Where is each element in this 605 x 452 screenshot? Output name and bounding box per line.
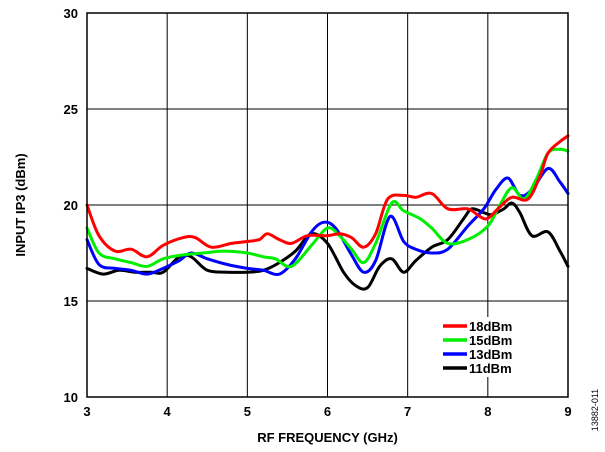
y-tick-label: 25 bbox=[64, 102, 78, 117]
plot-area bbox=[86, 12, 569, 398]
series-line-15dBm bbox=[85, 147, 570, 269]
legend-label: 11dBm bbox=[469, 361, 512, 376]
x-tick-label: 3 bbox=[83, 404, 90, 419]
legend-label: 13dBm bbox=[469, 347, 512, 362]
series-line-18dBm bbox=[85, 134, 570, 259]
y-tick-label: 10 bbox=[64, 390, 78, 405]
y-axis-label: INPUT IP3 (dBm) bbox=[13, 153, 28, 256]
legend-label: 15dBm bbox=[469, 333, 512, 348]
x-tick-label: 6 bbox=[324, 404, 331, 419]
y-tick-label: 20 bbox=[64, 198, 78, 213]
y-tick-label: 15 bbox=[64, 294, 78, 309]
figure-id: 13882-011 bbox=[590, 389, 600, 431]
y-tick-label: 30 bbox=[64, 6, 78, 21]
x-tick-label: 5 bbox=[244, 404, 251, 419]
x-tick-labels: 3 4 5 6 7 8 9 bbox=[83, 404, 571, 419]
x-tick-label: 7 bbox=[404, 404, 411, 419]
x-tick-label: 9 bbox=[564, 404, 571, 419]
x-axis-label: RF FREQUENCY (GHz) bbox=[257, 430, 398, 445]
series-line-11dBm bbox=[85, 201, 570, 291]
series-lines bbox=[85, 134, 570, 291]
legend-label: 18dBm bbox=[469, 319, 512, 334]
x-tick-label: 8 bbox=[484, 404, 491, 419]
y-tick-labels: 10 15 20 25 30 bbox=[64, 6, 78, 405]
x-tick-label: 4 bbox=[164, 404, 172, 419]
